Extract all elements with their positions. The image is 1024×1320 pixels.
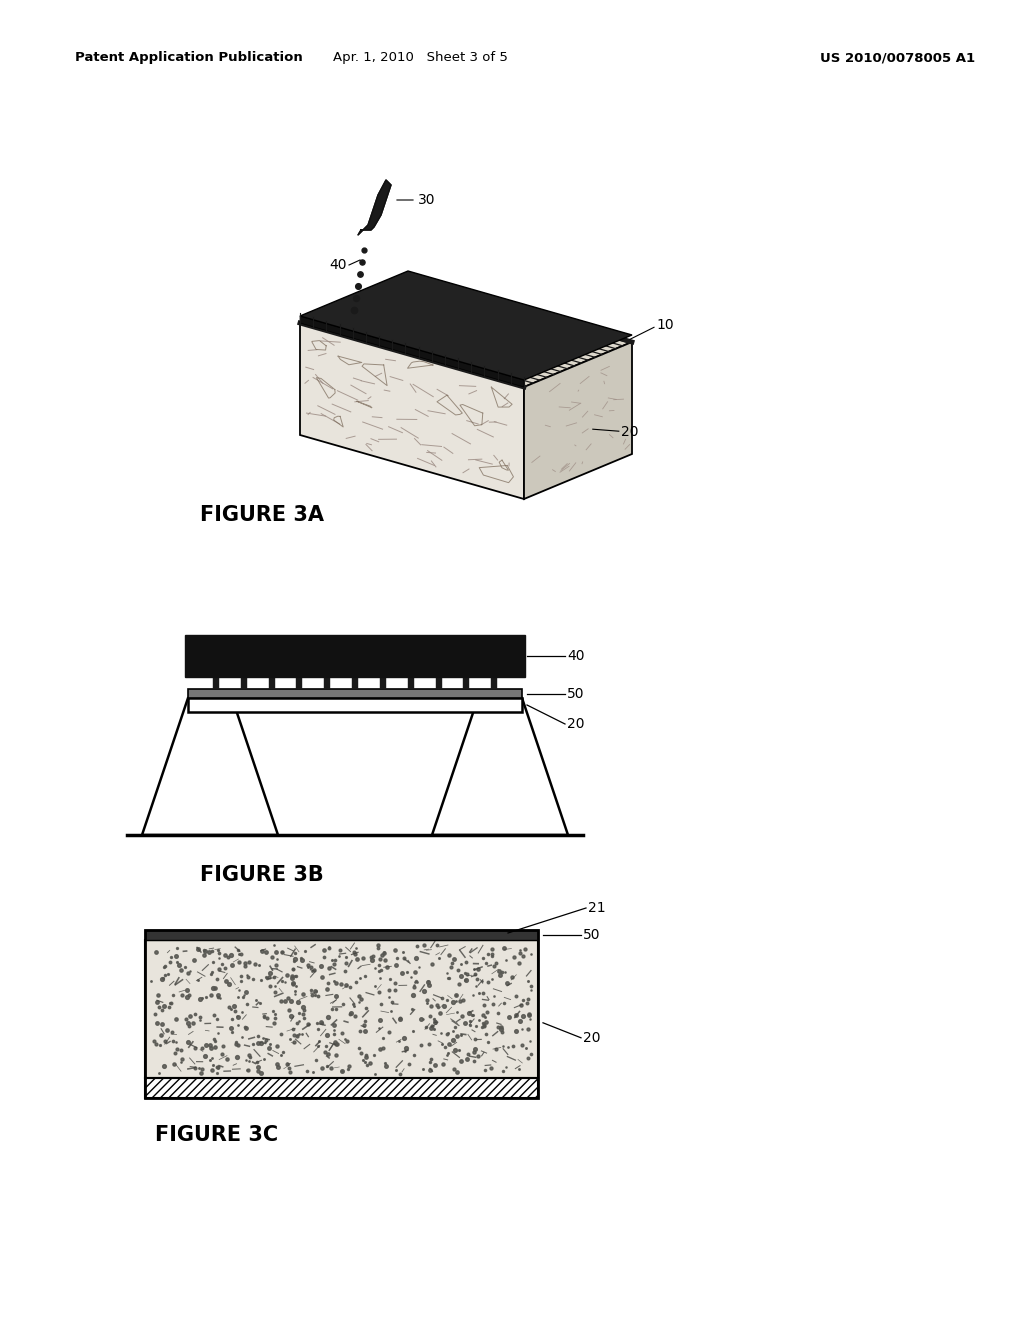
- Polygon shape: [300, 279, 632, 387]
- Text: 21: 21: [588, 902, 605, 915]
- Text: Patent Application Publication: Patent Application Publication: [75, 51, 303, 65]
- Polygon shape: [300, 323, 524, 499]
- Bar: [145, 931, 538, 1098]
- Bar: [325, 677, 330, 689]
- Text: 20: 20: [583, 1031, 600, 1045]
- Bar: [435, 677, 441, 689]
- Text: 40: 40: [329, 257, 346, 272]
- Bar: [213, 677, 219, 689]
- Bar: [352, 677, 358, 689]
- Text: 10: 10: [656, 318, 674, 333]
- Text: 20: 20: [621, 425, 638, 440]
- Bar: [492, 677, 498, 689]
- Bar: [188, 698, 522, 711]
- Text: FIGURE 3A: FIGURE 3A: [200, 506, 324, 525]
- Bar: [296, 677, 302, 689]
- Text: 20: 20: [567, 717, 585, 731]
- Bar: [145, 1078, 538, 1098]
- Bar: [145, 940, 538, 1078]
- Bar: [380, 677, 386, 689]
- Bar: [463, 677, 469, 689]
- Text: 50: 50: [567, 686, 585, 701]
- Bar: [185, 635, 525, 677]
- Bar: [188, 689, 522, 698]
- Bar: [408, 677, 414, 689]
- Text: 30: 30: [418, 193, 435, 207]
- Text: US 2010/0078005 A1: US 2010/0078005 A1: [820, 51, 975, 65]
- Polygon shape: [524, 342, 632, 499]
- Polygon shape: [300, 315, 524, 387]
- Bar: [268, 677, 274, 689]
- Text: FIGURE 3C: FIGURE 3C: [155, 1125, 279, 1144]
- Text: 50: 50: [583, 928, 600, 942]
- Polygon shape: [300, 271, 632, 380]
- Text: 40: 40: [567, 649, 585, 663]
- Bar: [241, 677, 247, 689]
- Text: FIGURE 3B: FIGURE 3B: [200, 865, 324, 884]
- Polygon shape: [358, 180, 391, 235]
- Bar: [145, 931, 538, 940]
- Text: Apr. 1, 2010   Sheet 3 of 5: Apr. 1, 2010 Sheet 3 of 5: [333, 51, 508, 65]
